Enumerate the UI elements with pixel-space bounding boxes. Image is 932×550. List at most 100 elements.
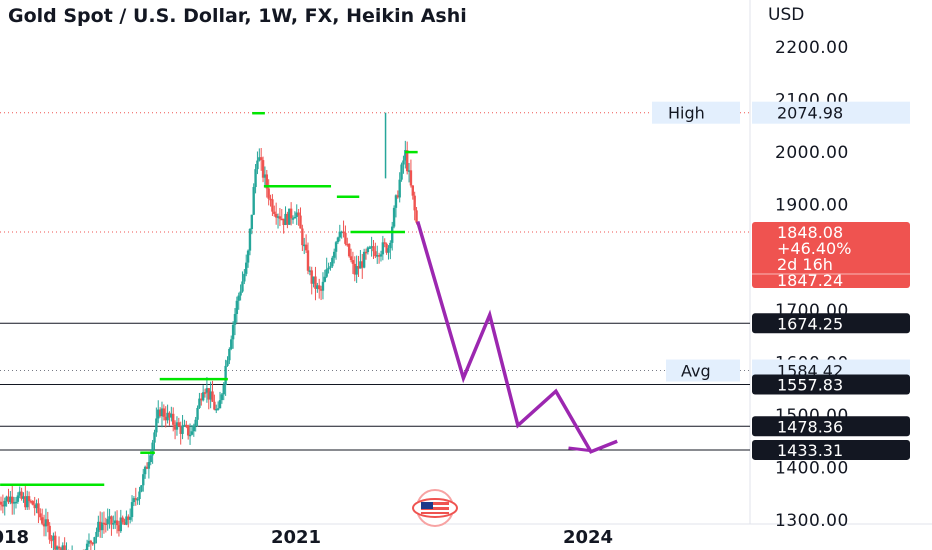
price-tick-label: 2200.00 bbox=[775, 38, 849, 58]
candle-body bbox=[381, 242, 385, 255]
candle-body bbox=[31, 501, 35, 505]
candle-body bbox=[145, 466, 149, 469]
candle-body bbox=[136, 499, 139, 501]
price-tick-label: 1900.00 bbox=[775, 196, 849, 216]
candle-body bbox=[364, 251, 368, 254]
candle-body bbox=[415, 210, 418, 223]
candle-body bbox=[402, 160, 405, 165]
candle-body bbox=[164, 416, 167, 421]
candle-body bbox=[108, 516, 111, 520]
candle-body bbox=[95, 531, 98, 538]
candle-body bbox=[128, 517, 132, 520]
candle-body bbox=[321, 281, 325, 291]
candle-body bbox=[248, 228, 252, 251]
candle-body bbox=[297, 212, 300, 216]
candle-body bbox=[327, 267, 330, 270]
level-value-bg bbox=[752, 439, 910, 460]
candle-body bbox=[303, 244, 306, 247]
level-value: 1557.83 bbox=[777, 375, 843, 394]
candle-body bbox=[117, 525, 121, 532]
candle-body bbox=[323, 276, 327, 282]
candle-body bbox=[153, 432, 156, 443]
candle-body bbox=[405, 150, 409, 172]
candle-body bbox=[87, 540, 91, 544]
projection-tail-line bbox=[568, 446, 592, 453]
level-value: 1433.31 bbox=[777, 441, 843, 460]
candle-body bbox=[59, 548, 63, 550]
candle-body bbox=[269, 198, 272, 201]
last-price-change: +46.40% bbox=[777, 239, 851, 258]
candle-body bbox=[239, 291, 242, 296]
high-label: High bbox=[668, 104, 705, 123]
candle-body bbox=[376, 255, 379, 257]
time-tick-label: 2021 bbox=[271, 527, 321, 548]
candle-body bbox=[282, 218, 285, 225]
time-axis[interactable]: 2018 2021 2024 bbox=[0, 527, 613, 548]
last-price-second: 1847.24 bbox=[777, 271, 843, 290]
candles bbox=[0, 112, 418, 550]
candle-body bbox=[196, 407, 199, 420]
candle-body bbox=[142, 474, 145, 486]
candle-body bbox=[194, 419, 197, 426]
us-flag-icon[interactable] bbox=[412, 489, 458, 527]
candle-body bbox=[314, 276, 317, 289]
candle-body bbox=[278, 216, 282, 219]
candle-body bbox=[27, 496, 31, 502]
candle-body bbox=[349, 256, 353, 261]
candle-body bbox=[201, 392, 205, 401]
candle-body bbox=[237, 295, 240, 301]
candle-body bbox=[379, 254, 383, 257]
candle-body bbox=[377, 255, 381, 257]
candle-body bbox=[209, 391, 212, 400]
candle-body bbox=[252, 187, 255, 215]
candle-body bbox=[396, 195, 400, 198]
candle-body bbox=[12, 502, 16, 504]
candle-body bbox=[310, 270, 313, 284]
candle-body bbox=[389, 242, 392, 249]
candle-body bbox=[241, 281, 244, 292]
candle-body bbox=[295, 212, 298, 217]
candle-body bbox=[361, 261, 364, 268]
candle-body bbox=[263, 174, 267, 178]
green-levels bbox=[0, 111, 418, 487]
candle-body bbox=[213, 401, 216, 410]
candle-body bbox=[104, 523, 108, 526]
candle-body bbox=[162, 408, 166, 417]
candle-body bbox=[226, 360, 229, 366]
candle-body bbox=[215, 408, 218, 411]
candle-body bbox=[157, 409, 160, 419]
time-tick-label: 2024 bbox=[563, 527, 613, 548]
candle-body bbox=[99, 521, 102, 531]
candle-body bbox=[190, 431, 194, 435]
candle-body bbox=[3, 500, 6, 507]
candle-body bbox=[398, 179, 401, 198]
level-value: 1674.25 bbox=[777, 314, 843, 333]
candle-body bbox=[218, 400, 222, 409]
candle-body bbox=[48, 525, 51, 540]
level-value: 1478.36 bbox=[777, 417, 843, 436]
candle-body bbox=[54, 535, 57, 550]
candle-body bbox=[284, 213, 287, 225]
candle-body bbox=[291, 218, 295, 220]
candle-body bbox=[55, 546, 59, 550]
candle-body bbox=[33, 504, 36, 509]
avg-label: Avg bbox=[681, 362, 711, 381]
candle-body bbox=[97, 521, 100, 532]
candle-body bbox=[198, 398, 201, 408]
candle-body bbox=[166, 412, 169, 421]
candle-body bbox=[61, 545, 64, 550]
candle-body bbox=[158, 409, 162, 417]
candle-body bbox=[351, 260, 355, 264]
candle-body bbox=[362, 251, 366, 268]
plot-area[interactable] bbox=[0, 0, 750, 524]
candle-body bbox=[353, 263, 356, 275]
candle-body bbox=[245, 262, 248, 274]
candle-body bbox=[134, 498, 137, 500]
candle-body bbox=[347, 243, 351, 257]
candle-body bbox=[57, 546, 61, 549]
candle-body bbox=[63, 545, 66, 550]
high-label-bg bbox=[652, 101, 740, 124]
candle-body bbox=[155, 418, 158, 433]
candle-body bbox=[125, 516, 128, 525]
